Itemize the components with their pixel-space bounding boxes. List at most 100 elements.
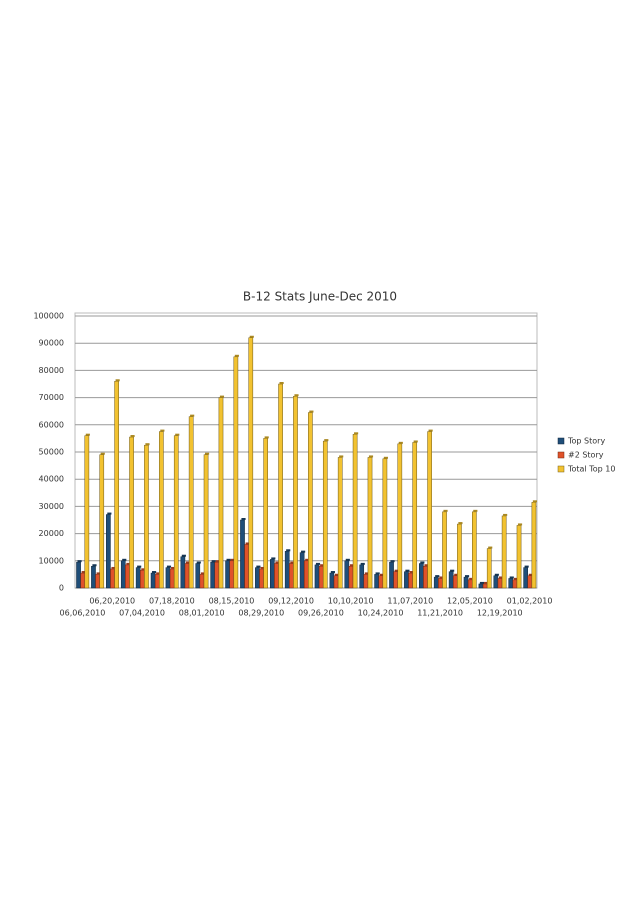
bar-top	[464, 575, 470, 578]
x-tick-label: 12,19,2010	[477, 609, 523, 618]
x-tick-label: 01,02,2010	[507, 597, 553, 606]
bar	[527, 575, 533, 589]
bar	[76, 561, 81, 589]
x-tick-label: 08,01,2010	[179, 609, 225, 618]
bar	[144, 444, 149, 589]
bar	[129, 436, 134, 589]
bar	[135, 567, 141, 589]
y-tick-label: 50000	[39, 448, 64, 457]
bar	[184, 563, 190, 589]
bar-top	[211, 560, 216, 563]
bar	[359, 564, 365, 589]
y-tick-label: 90000	[39, 339, 64, 348]
bar	[308, 412, 313, 589]
bar	[173, 435, 179, 589]
bar	[106, 514, 111, 589]
bar	[389, 561, 394, 589]
bar	[120, 560, 126, 589]
x-tick-label: 08,29,2010	[238, 609, 284, 618]
bar-top	[420, 561, 425, 564]
bar-top	[368, 455, 374, 458]
bar-top	[156, 572, 161, 575]
bar	[99, 454, 105, 589]
x-tick-label: 08,15,2010	[209, 597, 255, 606]
bar	[114, 381, 119, 589]
bar	[448, 571, 454, 589]
bar	[259, 568, 264, 589]
bar-top	[230, 558, 235, 561]
bar-top	[379, 573, 384, 576]
bar	[493, 575, 499, 589]
bar-top	[185, 561, 191, 564]
bar-top	[219, 395, 225, 398]
legend-label: #2 Story	[568, 451, 604, 460]
bar	[284, 551, 290, 589]
bar-top	[443, 509, 448, 512]
x-tick-label: 09,12,2010	[268, 597, 314, 606]
bar	[188, 416, 194, 589]
bar	[374, 574, 379, 589]
bar-top	[130, 435, 135, 438]
bar-top	[413, 440, 418, 443]
y-tick-label: 70000	[39, 393, 64, 402]
bar-top	[286, 549, 291, 552]
bar-top	[439, 576, 444, 579]
legend-label: Total Top 10	[567, 465, 615, 474]
bar	[165, 567, 171, 589]
bar	[382, 458, 388, 589]
x-tick-label: 07,04,2010	[119, 609, 165, 618]
y-tick-label: 100000	[33, 312, 64, 321]
bar	[150, 572, 156, 589]
x-tick-label: 06,20,2010	[89, 597, 135, 606]
bar-top	[160, 429, 165, 432]
bar-top	[349, 564, 355, 567]
bar	[303, 560, 309, 589]
bar	[423, 565, 428, 589]
bar	[263, 438, 268, 589]
bar	[482, 583, 488, 589]
bar	[233, 356, 239, 589]
bar	[84, 435, 90, 589]
x-tick-label: 10,24,2010	[358, 609, 404, 618]
bar	[329, 572, 335, 589]
bar	[154, 574, 160, 589]
bar-top	[260, 566, 265, 569]
bar	[438, 578, 443, 589]
bar-top	[345, 558, 350, 561]
bar-top	[339, 455, 344, 458]
bar	[363, 574, 369, 589]
y-tick-label: 10000	[39, 556, 64, 565]
bar-top	[484, 581, 489, 584]
y-tick-label: 60000	[39, 420, 64, 429]
y-tick-label: 20000	[39, 529, 64, 538]
bar-top	[301, 550, 306, 553]
bar	[497, 578, 503, 589]
bar-top	[92, 564, 97, 567]
bar	[367, 457, 373, 589]
bar-top	[196, 561, 201, 564]
bar-top	[435, 575, 440, 578]
bar-top	[100, 452, 105, 455]
bar	[180, 556, 186, 589]
bar-top	[394, 569, 399, 572]
bar-top	[107, 512, 112, 515]
bar-top	[171, 566, 176, 569]
bar-top	[256, 565, 261, 568]
bar-top	[126, 562, 131, 565]
bar-top	[315, 562, 321, 565]
bar-top	[234, 354, 239, 357]
bar-top	[450, 569, 455, 572]
bar	[393, 571, 398, 589]
bar	[125, 564, 130, 589]
bar-top	[517, 523, 523, 526]
bar	[159, 431, 164, 589]
bar-top	[145, 443, 150, 446]
bar-top	[528, 573, 533, 576]
bar	[433, 576, 439, 589]
legend-swatch	[557, 451, 565, 459]
bar	[195, 563, 201, 589]
bar	[255, 567, 260, 589]
bar-top	[479, 581, 485, 584]
bar-top	[309, 410, 314, 413]
